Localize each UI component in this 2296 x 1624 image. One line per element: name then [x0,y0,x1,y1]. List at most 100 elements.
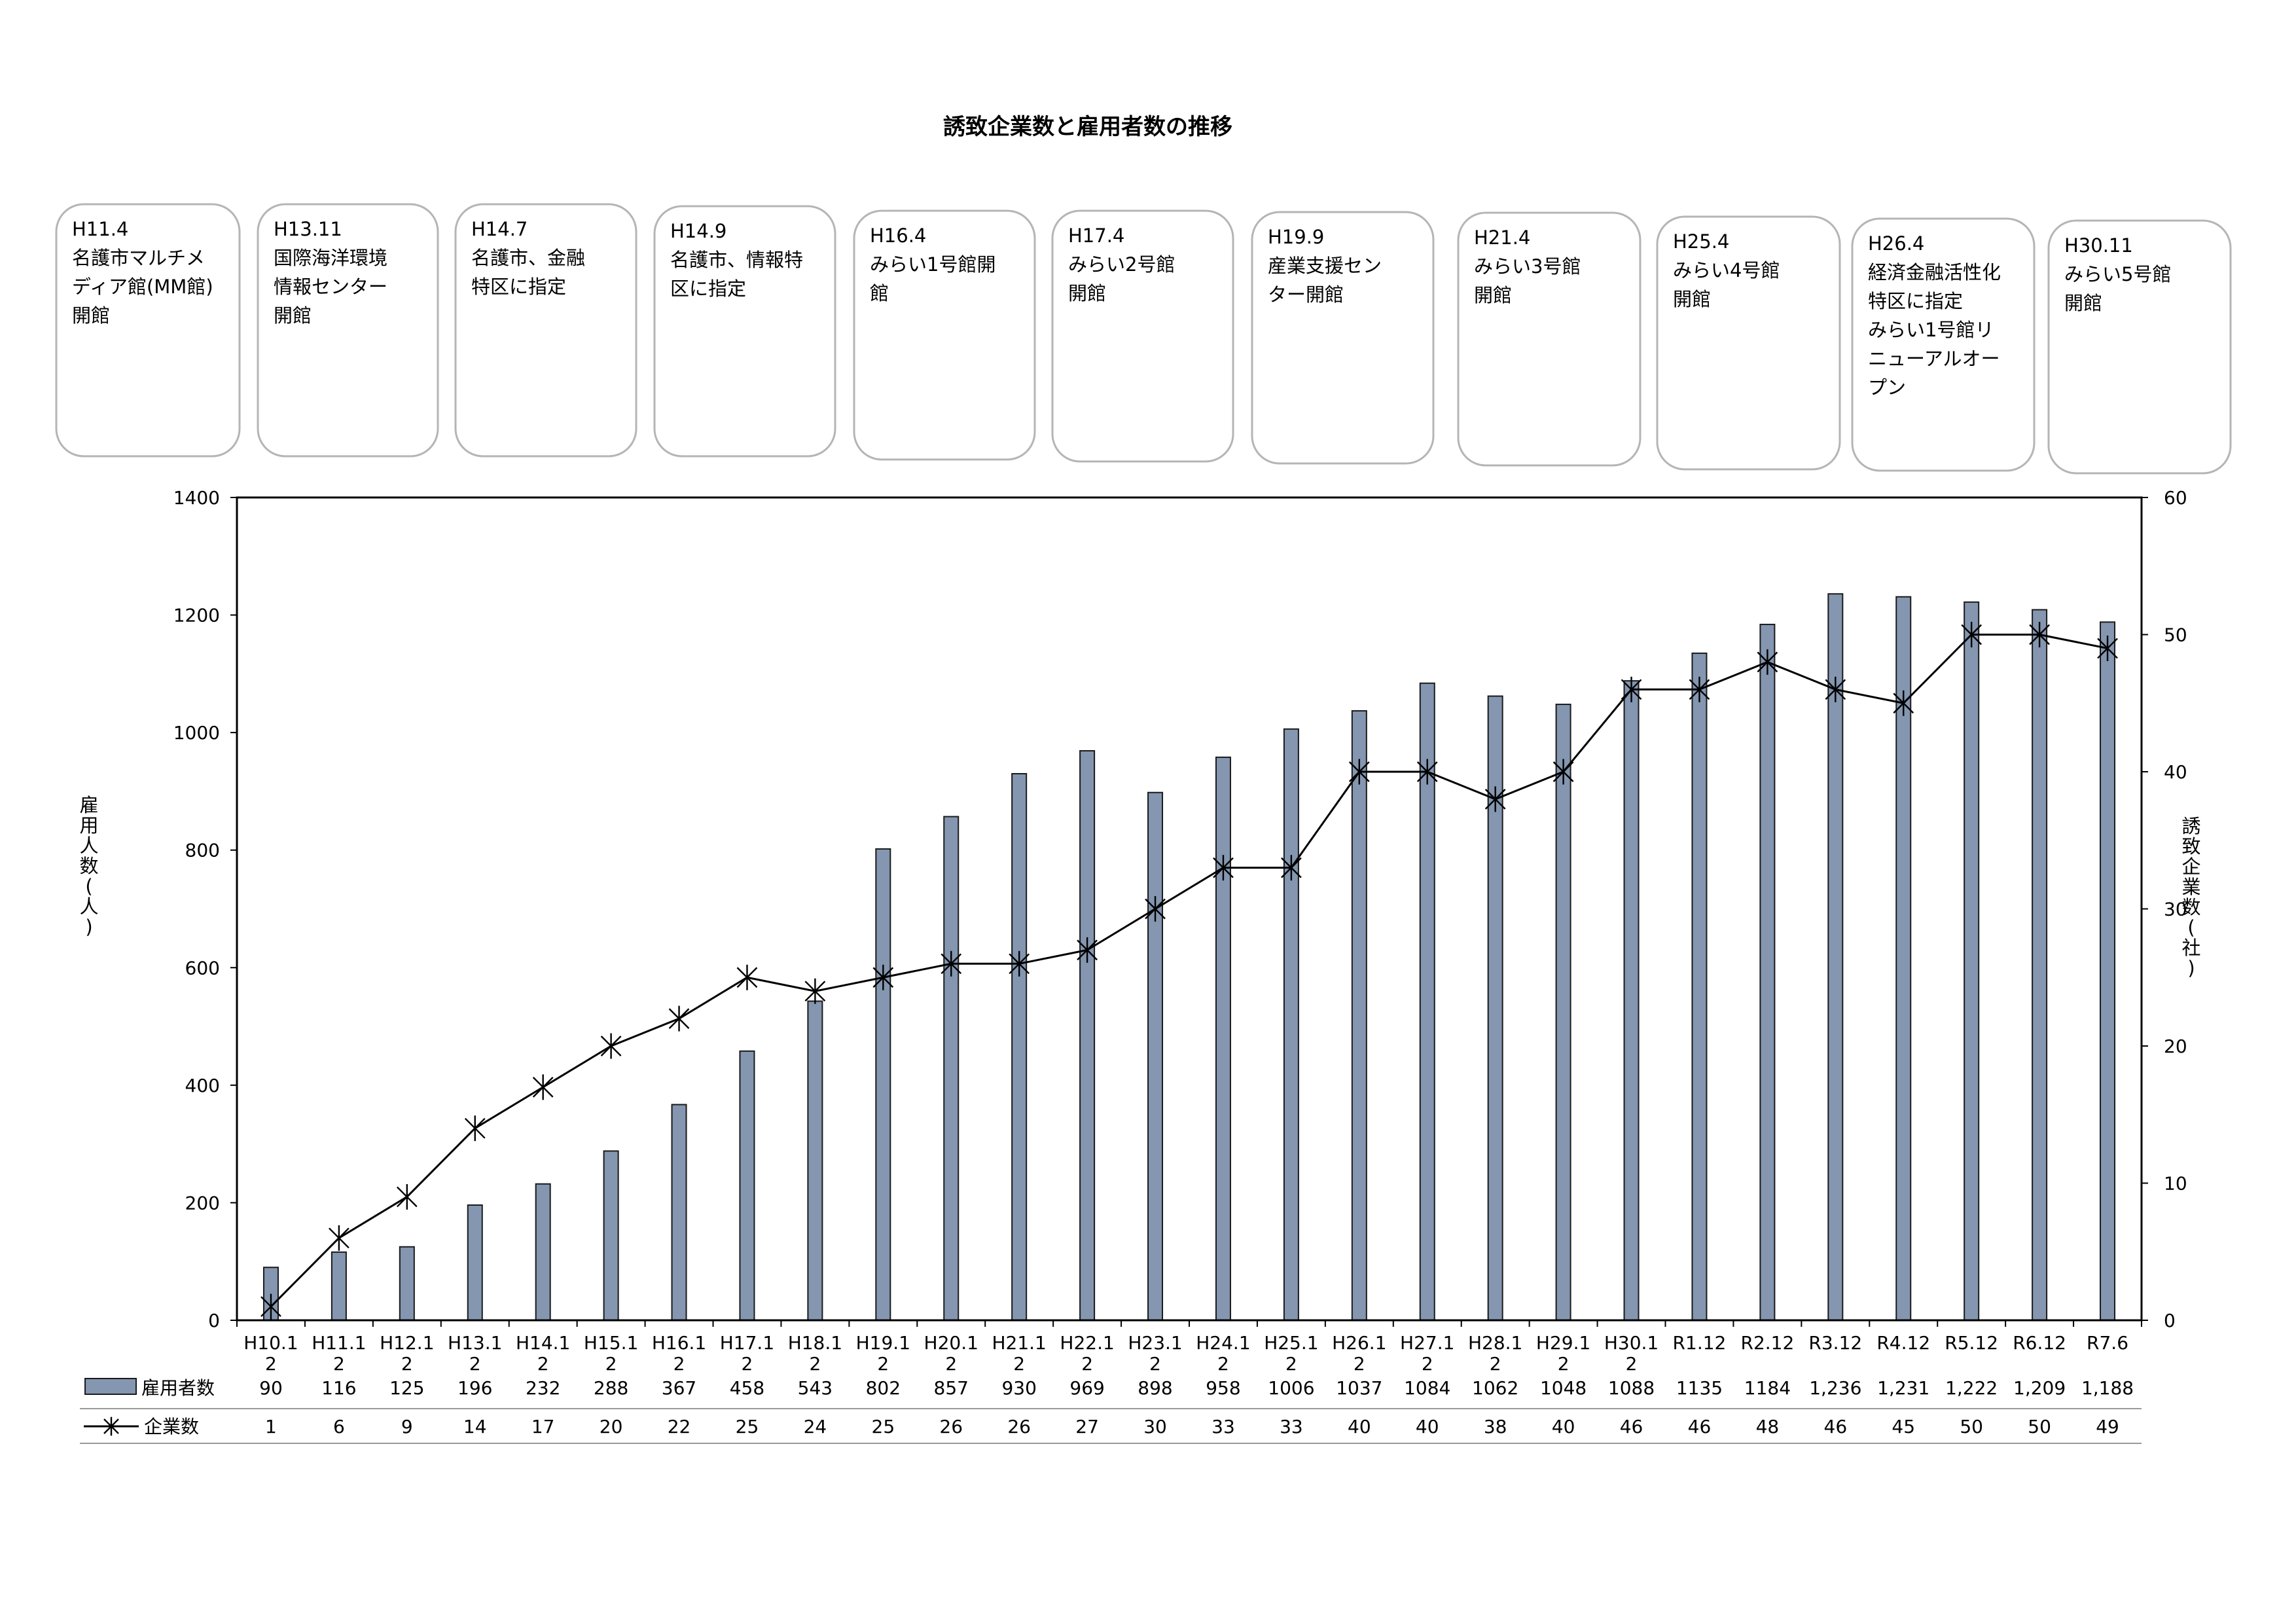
event-box-frame [1051,209,1234,463]
line-marker [1009,950,1030,977]
event-box-frame [1656,215,1841,471]
table-value-companies: 14 [463,1416,487,1437]
y2-tick-label: 40 [2164,761,2187,783]
bar [1079,749,1096,1321]
bar [1759,623,1776,1321]
event-description: プン [1868,376,1906,399]
table-value-companies: 33 [1211,1416,1235,1437]
x-tick-label: 2 [1354,1353,1365,1375]
bar [467,1204,483,1322]
x-tick-label: H11.1 [312,1332,366,1354]
y-tick-label: 1400 [173,487,220,509]
y2-tick-label: 50 [2164,624,2187,646]
x-tick-label: 2 [1081,1353,1093,1375]
event-description: ディア館(MM館) [72,276,213,298]
y-axis-title: 雇用人数(人) [79,794,98,938]
table-value-employees: 1,231 [1877,1377,1929,1399]
table-value-companies: 20 [600,1416,623,1437]
line-marker [1552,759,1574,785]
table-value-companies: 33 [1280,1416,1303,1437]
line-marker [1213,855,1234,881]
table-value-employees: 1048 [1540,1377,1587,1399]
bar [331,1251,347,1321]
x-tick-label: R5.12 [1945,1332,1998,1354]
event-description: 開館 [274,304,312,327]
table-value-employees: 543 [798,1377,833,1399]
table-value-employees: 125 [389,1377,424,1399]
line-marker [1484,786,1506,812]
event-description: みらい2号館 [1068,253,1175,276]
table-value-employees: 1,209 [2013,1377,2066,1399]
bar [943,816,960,1321]
line-marker [736,964,758,990]
bar [1964,601,1980,1321]
table-value-companies: 38 [1484,1416,1507,1437]
table-value-employees: 969 [1069,1377,1104,1399]
table-value-companies: 26 [1007,1416,1031,1437]
event-description: 館 [870,282,889,304]
event-description: みらい4号館 [1673,259,1780,281]
event-description: 情報センター [274,276,387,298]
line-marker [1348,759,1370,785]
x-tick-label: 2 [1285,1353,1297,1375]
x-tick-label: H29.1 [1536,1332,1590,1354]
line-marker [329,1225,350,1251]
x-tick-label: 2 [1149,1353,1161,1375]
x-tick-label: H15.1 [584,1332,638,1354]
bar [1283,728,1299,1321]
event-box-frame [257,203,439,458]
x-tick-label: 2 [401,1353,413,1375]
event-description: 名護市マルチメ [72,247,205,269]
event-date: H14.9 [670,220,726,242]
x-tick-label: H26.1 [1332,1332,1386,1354]
table-value-companies: 46 [1824,1416,1848,1437]
table-value-employees: 1006 [1268,1377,1314,1399]
table-value-employees: 930 [1001,1377,1036,1399]
line-marker [1281,855,1302,881]
bar [535,1183,551,1321]
legend-label: 企業数 [144,1416,199,1437]
x-tick-label: R1.12 [1673,1332,1727,1354]
line-marker [600,1033,622,1059]
event-description: みらい3号館 [1474,255,1581,278]
table-value-companies: 25 [736,1416,759,1437]
event-date: H21.4 [1474,226,1530,249]
x-tick-label: H12.1 [380,1332,434,1354]
table-value-employees: 1,222 [1945,1377,1998,1399]
x-tick-label: H16.1 [652,1332,706,1354]
line-marker [1145,896,1166,922]
line-marker [668,1005,690,1032]
x-tick-label: 2 [265,1353,277,1375]
table-value-companies: 27 [1075,1416,1099,1437]
event-description: みらい1号館リ [1868,319,1994,341]
table-value-companies: 22 [668,1416,691,1437]
table-value-companies: 45 [1892,1416,1915,1437]
event-date: H30.11 [2064,234,2133,257]
x-tick-label: H28.1 [1468,1332,1522,1354]
x-tick-label: 2 [742,1353,753,1375]
bar [2100,621,2116,1321]
line-marker [804,978,826,1004]
table-value-companies: 40 [1416,1416,1439,1437]
x-tick-label: 2 [469,1353,481,1375]
table-value-employees: 288 [594,1377,628,1399]
event-description: 国際海洋環境 [274,247,387,269]
bar [603,1150,619,1321]
line-marker [1893,690,1914,716]
y-tick-label: 200 [185,1192,220,1214]
table-value-companies: 46 [1620,1416,1643,1437]
table-value-companies: 24 [804,1416,827,1437]
table-value-employees: 1062 [1472,1377,1518,1399]
x-tick-label: H27.1 [1400,1332,1454,1354]
line-marker [1961,622,1982,647]
x-tick-label: H19.1 [856,1332,910,1354]
event-date: H26.4 [1868,232,1924,255]
event-date: H11.4 [72,218,128,240]
